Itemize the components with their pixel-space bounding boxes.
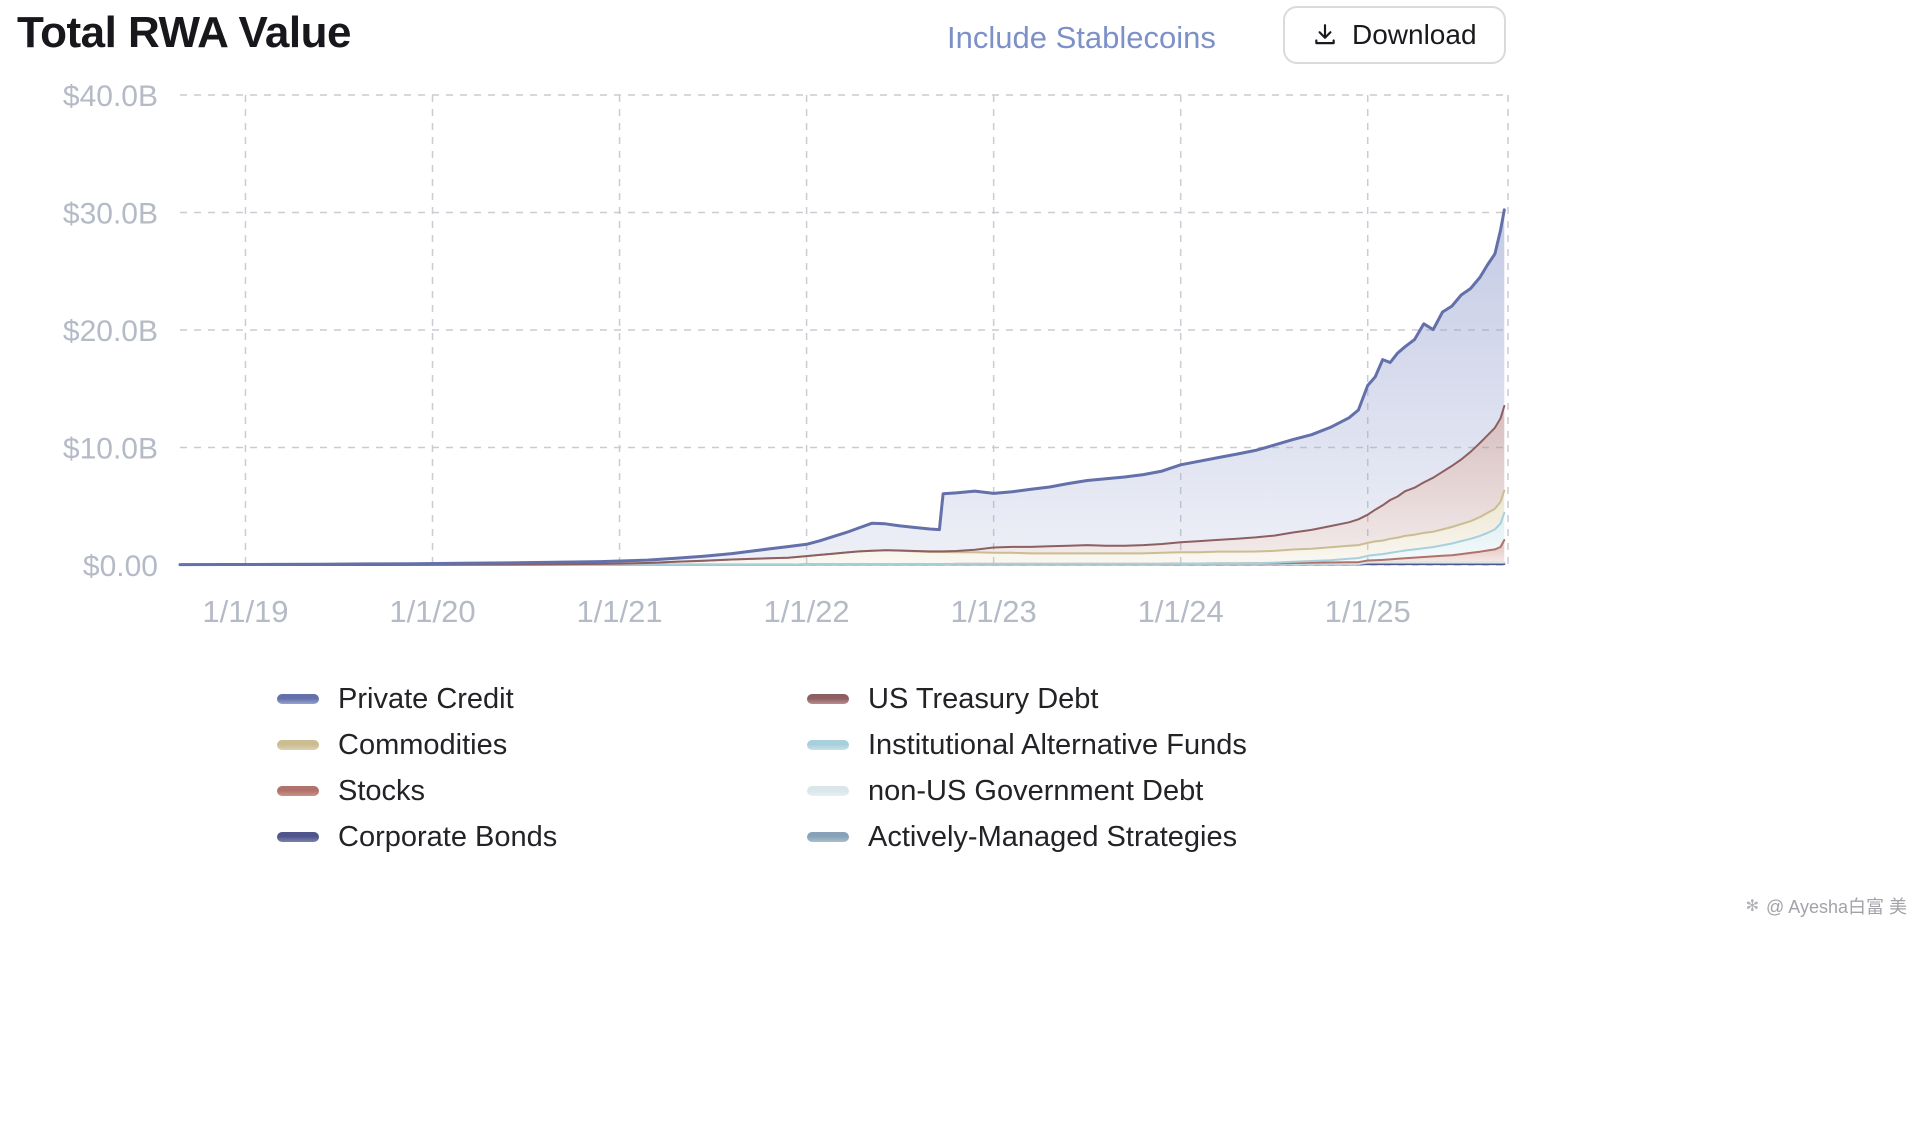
x-tick-label: 1/1/23 — [951, 594, 1037, 629]
legend-swatch-corporate_bonds — [277, 832, 319, 842]
legend-item-corporate_bonds[interactable]: Corporate Bonds — [277, 814, 807, 860]
series-lines — [178, 208, 1506, 567]
chart-legend: Private Credit Commodities Stocks Corporate… — [277, 676, 1247, 860]
stacked-areas — [180, 209, 1505, 566]
x-tick-label: 1/1/25 — [1325, 594, 1411, 629]
y-tick-label: $20.0B — [63, 315, 158, 348]
watermark-text: @ Ayesha白富 美 — [1766, 897, 1907, 917]
watermark: ✻ @ Ayesha白富 美 — [1746, 893, 1907, 919]
include-stablecoins-toggle[interactable]: Include Stablecoins — [947, 20, 1216, 55]
legend-label-us_treasury: US Treasury Debt — [868, 682, 1099, 715]
download-label: Download — [1352, 19, 1477, 50]
download-button[interactable]: Download — [1283, 6, 1506, 64]
legend-swatch-non_us_gov — [807, 786, 849, 796]
chart-canvas[interactable]: $0.00 $10.0B $20.0B $30.0B $40.0B 1/1/19 1/1/2… — [0, 70, 1540, 670]
x-tick-label: 1/1/19 — [202, 594, 288, 629]
legend-label-commodities: Commodities — [338, 728, 508, 761]
legend-item-us_treasury[interactable]: US Treasury Debt — [807, 676, 1247, 722]
legend-swatch-inst_alt_funds — [807, 740, 849, 750]
legend-column: Private Credit Commodities Stocks Corporate… — [277, 676, 807, 860]
x-tick-label: 1/1/21 — [576, 594, 662, 629]
legend-item-actively_managed[interactable]: Actively-Managed Strategies — [807, 814, 1247, 860]
x-axis-labels: 1/1/19 1/1/20 1/1/21 1/1/22 1/1/23 1/1/24 1/1/… — [202, 594, 1410, 629]
legend-label-inst_alt_funds: Institutional Alternative Funds — [868, 728, 1247, 761]
legend-item-stocks[interactable]: Stocks — [277, 768, 807, 814]
line-us_treasury — [179, 405, 1506, 566]
x-tick-label: 1/1/20 — [389, 594, 475, 629]
legend-label-non_us_gov: non-US Government Debt — [868, 774, 1204, 807]
line-private_credit — [178, 208, 1506, 567]
y-tick-label: $30.0B — [63, 198, 158, 231]
legend-swatch-private_credit — [277, 694, 319, 704]
legend-label-corporate_bonds: Corporate Bonds — [338, 820, 558, 853]
legend-swatch-commodities — [277, 740, 319, 750]
y-tick-label: $40.0B — [63, 80, 158, 113]
rwa-chart: $0.00 $10.0B $20.0B $30.0B $40.0B 1/1/19 1/1/2… — [0, 70, 1540, 670]
legend-item-private_credit[interactable]: Private Credit — [277, 676, 807, 722]
y-tick-label: $0.00 — [83, 550, 158, 583]
y-axis-labels: $0.00 $10.0B $20.0B $30.0B $40.0B — [63, 80, 158, 583]
y-tick-label: $10.0B — [63, 433, 158, 466]
sparkle-icon: ✻ — [1745, 898, 1759, 915]
page-title: Total RWA Value — [17, 8, 351, 57]
legend-swatch-actively_managed — [807, 832, 849, 842]
legend-label-private_credit: Private Credit — [338, 682, 514, 715]
x-tick-label: 1/1/24 — [1138, 594, 1224, 629]
legend-item-inst_alt_funds[interactable]: Institutional Alternative Funds — [807, 722, 1247, 768]
legend-label-actively_managed: Actively-Managed Strategies — [868, 820, 1238, 853]
legend-swatch-stocks — [277, 786, 319, 796]
legend-item-non_us_gov[interactable]: non-US Government Debt — [807, 768, 1247, 814]
download-icon — [1312, 22, 1338, 48]
legend-column: US Treasury Debt Institutional Alternativ… — [807, 676, 1247, 860]
legend-label-stocks: Stocks — [338, 774, 426, 807]
area-private_credit — [180, 209, 1505, 566]
line-inst_alt_funds — [179, 511, 1506, 566]
legend-item-commodities[interactable]: Commodities — [277, 722, 807, 768]
x-tick-label: 1/1/22 — [763, 594, 849, 629]
legend-swatch-us_treasury — [807, 694, 849, 704]
